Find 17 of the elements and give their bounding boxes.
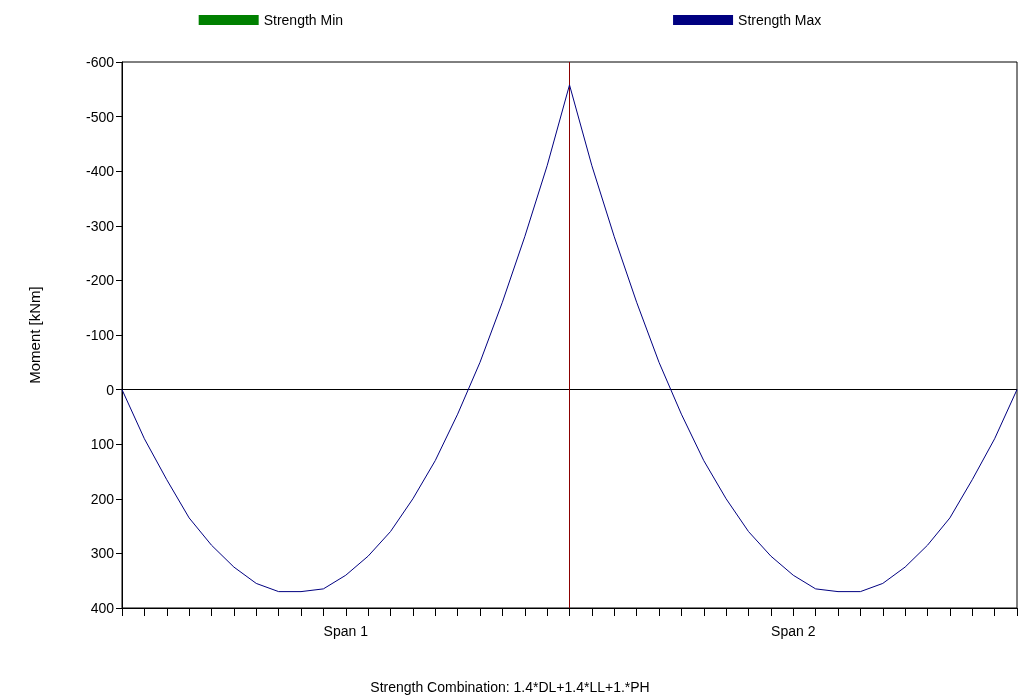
x-tick-label: Span 1	[323, 623, 369, 639]
legend-label: Strength Min	[263, 12, 344, 28]
y-tick-label: -300	[85, 217, 115, 234]
y-tick-label: -500	[85, 108, 115, 125]
y-tick-label: 0	[106, 381, 115, 398]
y-tick-label: 100	[90, 436, 115, 453]
y-tick-label: 300	[90, 545, 115, 562]
x-tick-label: Span 2	[771, 623, 816, 639]
y-tick-label: -400	[85, 163, 115, 180]
y-tick-label: -200	[85, 272, 115, 289]
legend-label: Strength Max	[738, 12, 822, 28]
y-tick-label: 200	[90, 490, 115, 507]
y-tick-label: -100	[85, 327, 115, 343]
y-tick-label: 400	[90, 600, 115, 616]
y-axis-title: Moment [kNm]	[26, 286, 43, 384]
y-tick-label: -600	[85, 54, 115, 70]
text: Strength Combination: 1.4*DL+1.4*LL+1.*PH	[370, 679, 650, 695]
